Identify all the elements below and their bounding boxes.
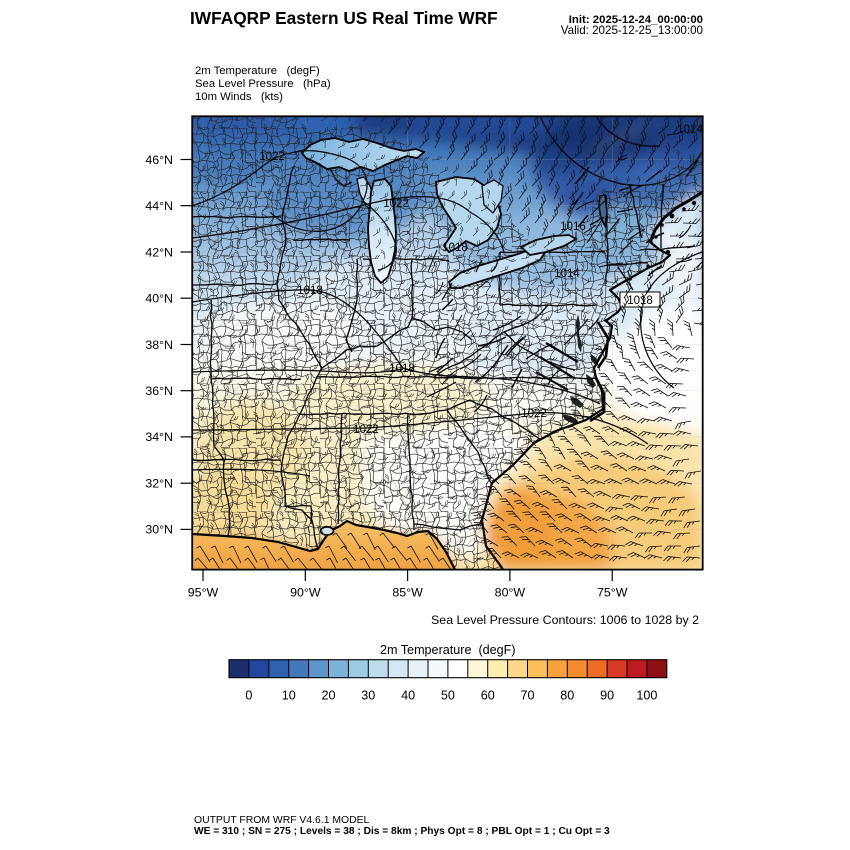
svg-text:80: 80: [560, 689, 574, 703]
svg-text:60: 60: [481, 689, 495, 703]
svg-text:90°W: 90°W: [290, 586, 321, 600]
svg-text:44°N: 44°N: [145, 199, 173, 213]
svg-text:42°N: 42°N: [145, 245, 173, 259]
svg-text:85°W: 85°W: [392, 586, 423, 600]
svg-text:75°W: 75°W: [597, 586, 628, 600]
svg-text:1018: 1018: [297, 285, 323, 297]
svg-text:90: 90: [600, 689, 614, 703]
svg-text:0: 0: [245, 689, 252, 703]
svg-text:32°N: 32°N: [145, 477, 173, 491]
svg-text:100: 100: [636, 689, 657, 703]
svg-text:1022: 1022: [521, 408, 547, 420]
svg-text:46°N: 46°N: [145, 153, 173, 167]
svg-text:1022: 1022: [259, 151, 285, 163]
svg-text:1014: 1014: [677, 124, 703, 136]
svg-text:40°N: 40°N: [145, 292, 173, 306]
svg-text:1018: 1018: [442, 242, 468, 254]
svg-text:80°W: 80°W: [495, 586, 526, 600]
svg-text:1014: 1014: [554, 268, 580, 280]
svg-text:70: 70: [520, 689, 534, 703]
svg-text:1018: 1018: [389, 363, 415, 375]
svg-text:36°N: 36°N: [145, 384, 173, 398]
svg-text:50: 50: [441, 689, 455, 703]
svg-text:1016: 1016: [560, 221, 586, 233]
svg-text:30°N: 30°N: [145, 523, 173, 537]
svg-text:38°N: 38°N: [145, 338, 173, 352]
svg-text:1022: 1022: [353, 424, 379, 436]
svg-text:40: 40: [401, 689, 415, 703]
svg-text:1018: 1018: [627, 295, 653, 307]
svg-text:20: 20: [321, 689, 335, 703]
svg-text:34°N: 34°N: [145, 430, 173, 444]
svg-text:1022: 1022: [383, 198, 409, 210]
svg-text:10: 10: [282, 689, 296, 703]
svg-text:95°W: 95°W: [188, 586, 219, 600]
svg-text:30: 30: [361, 689, 375, 703]
